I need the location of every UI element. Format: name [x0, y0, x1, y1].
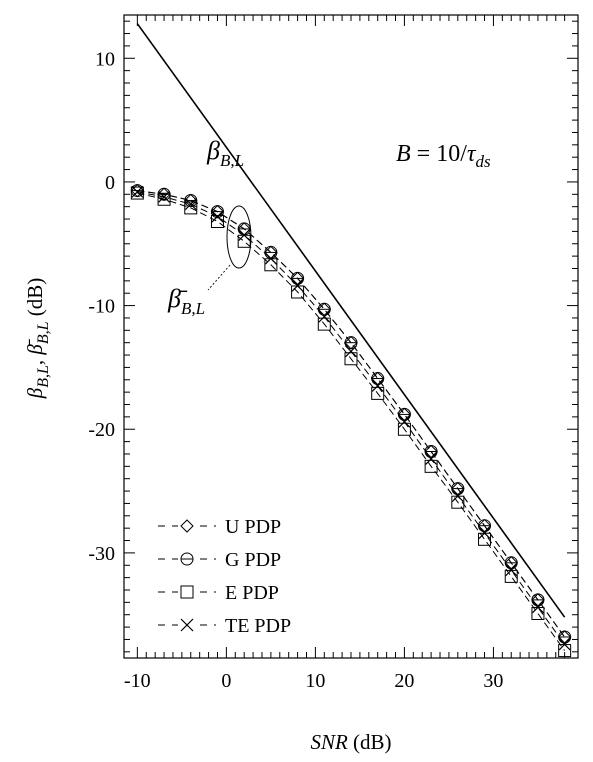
annotation-leader-line: [207, 264, 231, 291]
formula-sub: ds: [475, 152, 491, 171]
x-marker-b: [318, 310, 331, 323]
beta-label: βB,L: [206, 136, 244, 170]
beta-bar-label: β̄B,L: [167, 284, 205, 318]
x-marker-b: [451, 490, 464, 502]
x-marker-b: [345, 345, 357, 358]
x-marker-b: [180, 618, 194, 632]
x-marker-b: [505, 564, 518, 577]
x-marker-b: [532, 601, 544, 614]
y-tick-label: 0: [105, 172, 115, 194]
x-axis-title-unit: (dB): [348, 730, 392, 754]
x-tick-label: 10: [305, 670, 325, 692]
x-axis-title-italic: SNR: [310, 730, 348, 754]
x-tick-label: 30: [483, 670, 503, 692]
series-line: [137, 191, 566, 645]
square-marker: [371, 386, 385, 400]
series-group: [130, 183, 572, 658]
y-tick-label: -20: [88, 419, 115, 441]
y-axis-unit: (dB): [23, 278, 47, 322]
x-marker-b: [291, 279, 304, 292]
y-tick-label: -30: [88, 543, 115, 565]
y-tick-label: -10: [88, 296, 115, 318]
square-marker: [180, 585, 194, 599]
axis-tick-labels: -10 0 10 20 30 10 0 -10 -20 -30: [88, 48, 503, 692]
series-x: [131, 185, 571, 651]
x-tick-label: 20: [394, 670, 414, 692]
formula-eq: = 10/: [411, 141, 468, 167]
legend-item: E PDP: [158, 582, 279, 604]
series-line: [137, 190, 566, 638]
legend-label: G PDP: [225, 549, 281, 571]
legend-marker-bg: [178, 583, 196, 601]
diamond-marker: [180, 519, 194, 533]
legend-label: E PDP: [225, 582, 279, 604]
formula-tau: τ: [467, 141, 477, 167]
series-line: [137, 192, 566, 651]
square-marker: [424, 459, 438, 473]
square-marker: [397, 422, 411, 436]
legend-item: G PDP: [158, 549, 281, 571]
x-marker-b: [264, 252, 277, 265]
legend: U PDP G PDP E PDP TE PDP: [158, 516, 291, 637]
x-marker-b: [558, 638, 571, 651]
x-marker-b: [425, 452, 438, 465]
legend-item: U PDP: [158, 516, 281, 538]
x-marker-b: [371, 380, 384, 392]
legend-marker-bg: [178, 517, 196, 535]
axis-ticks: [124, 15, 578, 658]
cluster-ellipse: [226, 205, 252, 269]
square-marker: [317, 317, 331, 331]
square-marker: [157, 192, 171, 206]
x-marker-b: [158, 190, 170, 203]
square-marker: [344, 352, 358, 366]
y-axis-sep: ,: [23, 355, 47, 366]
beta-sub: B,L: [220, 151, 244, 170]
beta-symbol: β: [206, 136, 220, 165]
series-line: [137, 190, 566, 638]
y-axis-beta-sub: B,L: [35, 365, 52, 388]
series-circle: [130, 184, 572, 644]
square-marker: [184, 201, 198, 215]
series-square: [130, 186, 572, 658]
x-tick-label: -10: [124, 670, 151, 692]
reference-line-group: [136, 23, 566, 618]
x-marker-b: [184, 198, 197, 211]
x-marker-b: [398, 415, 411, 428]
legend-item: TE PDP: [158, 615, 291, 637]
x-marker-b: [238, 229, 251, 242]
legend-label: TE PDP: [225, 615, 291, 637]
x-marker-b: [478, 527, 491, 540]
legend-label: U PDP: [225, 516, 281, 538]
reference-line: [136, 23, 566, 618]
formula-annotation: B = 10/τds: [396, 141, 491, 171]
beta-bar-sub: B,L: [181, 299, 205, 318]
x-tick-label: 0: [221, 670, 231, 692]
y-tick-label: 10: [95, 48, 115, 70]
x-marker-b: [131, 185, 144, 198]
formula-lhs: B: [396, 141, 411, 167]
x-marker-b: [211, 210, 224, 223]
square-marker: [210, 215, 224, 229]
x-axis-title: SNR (dB): [310, 730, 391, 754]
y-axis-beta: β: [23, 387, 47, 399]
y-axis-beta-bar-sub: B,L: [35, 321, 52, 344]
y-axis-title: βB,L, β̄B,L (dB): [23, 278, 52, 400]
